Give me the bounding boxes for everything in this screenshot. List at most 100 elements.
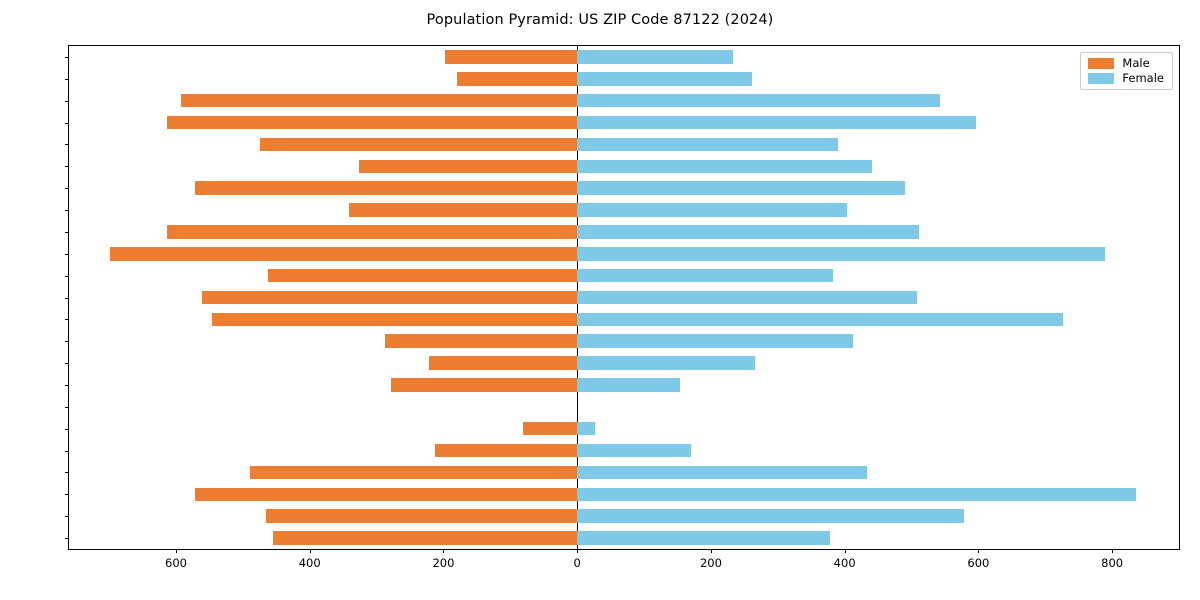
chart-row (69, 421, 1179, 436)
bar-male (435, 443, 578, 458)
bar-female (577, 225, 919, 239)
chart-row (69, 268, 1179, 283)
y-axis-tick-mark (65, 188, 69, 190)
x-axis-tick-label: 200 (432, 556, 455, 570)
chart-row (69, 400, 1179, 414)
y-axis-tick-mark (65, 384, 69, 386)
bar-female (577, 378, 681, 392)
bar-female (577, 72, 753, 86)
bar-female (577, 290, 917, 305)
bar-male (456, 72, 578, 86)
y-axis-tick-mark (65, 122, 69, 124)
y-axis-tick-mark (65, 166, 69, 168)
bar-female (577, 203, 848, 217)
x-axis-tick-label: 200 (699, 556, 722, 570)
chart-row (69, 334, 1179, 348)
bar-female (577, 421, 595, 436)
bar-female (577, 137, 838, 152)
x-axis-tick-mark (443, 549, 445, 553)
plot-inner (69, 46, 1179, 549)
bar-male (180, 93, 578, 108)
y-axis-tick-mark (65, 210, 69, 212)
bar-male (268, 268, 578, 283)
x-axis-tick-mark (309, 549, 311, 553)
chart-row (69, 72, 1179, 86)
y-axis-tick-mark (65, 494, 69, 496)
chart-row (69, 356, 1179, 370)
y-axis-tick-mark (65, 341, 69, 343)
y-axis-tick-mark (65, 253, 69, 255)
bar-male (259, 137, 578, 152)
bar-female (577, 268, 834, 283)
y-axis-tick-mark (65, 56, 69, 58)
bar-male (349, 203, 578, 217)
bar-male (167, 115, 578, 130)
y-axis-tick-mark (65, 78, 69, 80)
bar-female (577, 246, 1105, 261)
bar-male (266, 509, 578, 523)
bar-male (249, 465, 578, 480)
bar-female (577, 50, 733, 64)
y-axis-tick-mark (65, 450, 69, 452)
x-axis-tick-mark (577, 549, 579, 553)
chart-row (69, 465, 1179, 480)
x-axis-tick-mark (978, 549, 980, 553)
bar-female (577, 443, 691, 458)
chart-row (69, 225, 1179, 239)
page-title: Population Pyramid: US ZIP Code 87122 (2… (426, 12, 774, 28)
chart-row (69, 203, 1179, 217)
bar-male (445, 50, 578, 64)
x-axis-tick-label: 0 (573, 556, 581, 570)
chart-row (69, 50, 1179, 64)
bar-female (577, 159, 873, 174)
bar-male (202, 290, 578, 305)
x-axis-tick-mark (175, 549, 177, 553)
bar-female (577, 93, 940, 108)
bar-male (194, 181, 578, 195)
chart-row (69, 443, 1179, 458)
legend-item-label: Female (1122, 71, 1164, 85)
bar-female (577, 312, 1064, 327)
y-axis-tick-mark (65, 363, 69, 365)
legend-item[interactable]: Male (1088, 57, 1164, 69)
y-axis-tick-mark (65, 516, 69, 518)
x-axis-tick-mark (844, 549, 846, 553)
chart-row (69, 93, 1179, 108)
chart-row (69, 312, 1179, 327)
chart-row (69, 509, 1179, 523)
chart-row (69, 246, 1179, 261)
chart-row (69, 137, 1179, 152)
y-axis-tick-mark (65, 406, 69, 408)
bar-male (109, 246, 578, 261)
legend-color-swatch (1088, 58, 1115, 69)
chart-row (69, 181, 1179, 195)
chart-row (69, 290, 1179, 305)
x-axis-tick-label: 600 (967, 556, 990, 570)
y-axis-tick-mark (65, 428, 69, 430)
bar-female (577, 115, 977, 130)
bar-female (577, 356, 756, 370)
x-axis-tick-mark (710, 549, 712, 553)
bar-male (212, 312, 578, 327)
y-axis-tick-mark (65, 472, 69, 474)
y-axis-tick-mark (65, 297, 69, 299)
y-axis-tick-mark (65, 319, 69, 321)
chart-row (69, 531, 1179, 545)
bar-male (384, 334, 578, 348)
chart-row (69, 115, 1179, 130)
y-axis-tick-mark (65, 538, 69, 540)
chart-row (69, 378, 1179, 392)
x-axis-tick-label: 800 (1101, 556, 1124, 570)
bar-female (577, 531, 830, 545)
y-axis-tick-mark (65, 275, 69, 277)
y-axis-tick-mark (65, 100, 69, 102)
bar-male (523, 421, 578, 436)
x-axis-tick-label: 400 (298, 556, 321, 570)
y-axis-tick-mark (65, 144, 69, 146)
legend-color-swatch (1088, 73, 1115, 84)
legend-item[interactable]: Female (1088, 71, 1164, 85)
x-axis-tick-label: 400 (833, 556, 856, 570)
bar-male (358, 159, 578, 174)
